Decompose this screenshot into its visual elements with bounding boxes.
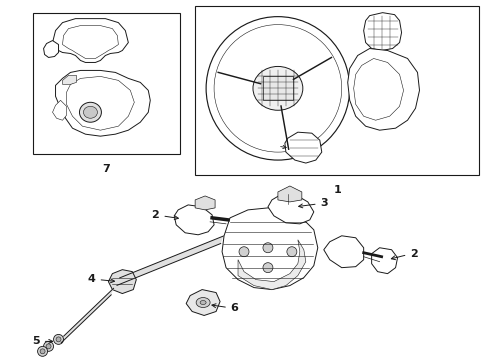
Polygon shape [117, 236, 223, 285]
Polygon shape [268, 194, 314, 224]
Circle shape [56, 337, 61, 342]
Polygon shape [364, 13, 401, 50]
Circle shape [44, 341, 53, 351]
Polygon shape [348, 49, 419, 130]
Circle shape [206, 17, 350, 160]
Text: 5: 5 [32, 336, 40, 346]
Circle shape [239, 247, 249, 257]
Text: 4: 4 [88, 274, 96, 284]
Text: 1: 1 [333, 185, 341, 195]
Text: 6: 6 [230, 302, 238, 312]
Text: 3: 3 [321, 198, 328, 208]
Polygon shape [186, 289, 220, 315]
Text: 7: 7 [102, 164, 110, 174]
Ellipse shape [79, 102, 101, 122]
Polygon shape [324, 236, 364, 268]
Circle shape [40, 349, 45, 354]
Circle shape [214, 24, 342, 152]
Polygon shape [63, 26, 119, 58]
Circle shape [46, 344, 51, 349]
Polygon shape [67, 76, 134, 130]
Polygon shape [285, 132, 322, 163]
Ellipse shape [196, 298, 210, 307]
Polygon shape [108, 270, 136, 293]
Bar [195, 6, 479, 175]
Polygon shape [52, 100, 67, 120]
Ellipse shape [200, 301, 206, 305]
Text: 2: 2 [411, 249, 418, 259]
Polygon shape [278, 186, 302, 202]
Circle shape [287, 247, 297, 257]
Polygon shape [354, 58, 404, 120]
Polygon shape [195, 196, 215, 210]
Polygon shape [174, 205, 214, 235]
Ellipse shape [253, 67, 303, 110]
Circle shape [53, 334, 64, 345]
Polygon shape [238, 240, 306, 289]
Circle shape [38, 346, 48, 356]
Circle shape [263, 243, 273, 253]
Polygon shape [44, 41, 58, 58]
Polygon shape [371, 248, 397, 274]
Polygon shape [222, 208, 318, 289]
Text: 2: 2 [151, 210, 159, 220]
Bar [33, 13, 180, 154]
Circle shape [263, 263, 273, 273]
Polygon shape [63, 75, 76, 84]
Polygon shape [61, 288, 114, 343]
Bar [263, 76, 293, 100]
Ellipse shape [83, 106, 98, 118]
Polygon shape [52, 19, 128, 62]
Polygon shape [55, 71, 150, 136]
